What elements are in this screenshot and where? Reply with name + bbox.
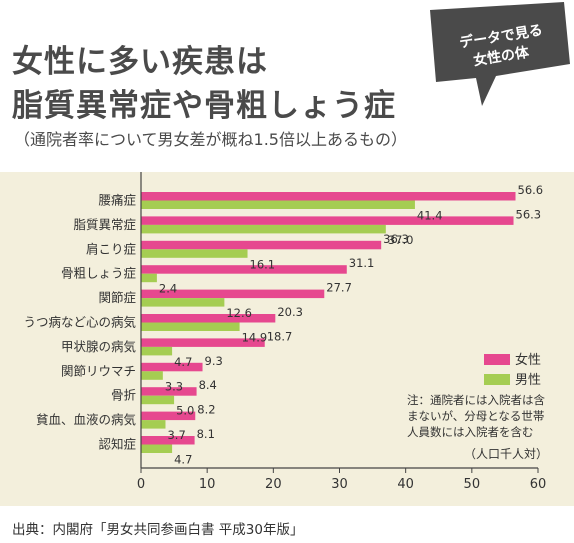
bar-male [141, 371, 163, 380]
x-tick-label: 60 [530, 477, 547, 492]
bar-male [141, 298, 225, 307]
x-tick-label: 0 [137, 477, 145, 492]
value-label-female: 36.3 [383, 232, 409, 246]
legend-label-male: 男性 [515, 373, 541, 388]
x-tick-label: 10 [199, 477, 216, 492]
chart-title-line2: 脂質異常症や骨粗しょう症 [12, 88, 396, 124]
bar-chart: 56.6 41.4 56.3 37.036.3 16.1 31.1 2.4 27.7 12.6 2… [0, 172, 574, 506]
category-label: 貧血、血液の病気 [36, 412, 136, 427]
x-tick-label: 20 [265, 477, 282, 492]
chart-title-line1: 女性に多い疾患は [12, 44, 268, 80]
value-label-male: 2.4 [159, 282, 177, 296]
bar-female [141, 387, 197, 396]
legend-swatch-female [484, 354, 510, 365]
bar-female [141, 240, 382, 250]
bar-male [141, 395, 175, 405]
bar-male [141, 346, 173, 356]
bar-female [141, 192, 516, 201]
note-line: まないが、分母となる世帯 [407, 409, 544, 423]
value-label-male: 5.0 [176, 404, 194, 418]
bar-male [141, 224, 386, 234]
bar-male [141, 420, 166, 429]
category-label: 甲状腺の病気 [61, 339, 136, 354]
value-label-female: 8.1 [197, 427, 215, 441]
value-label-male: 3.3 [165, 379, 183, 393]
legend-swatch-male [484, 374, 510, 385]
value-label-male: 12.6 [226, 306, 252, 320]
bar-female [141, 338, 265, 347]
value-label-female: 9.3 [205, 354, 223, 368]
value-label-female: 27.7 [326, 281, 352, 295]
bar-female [141, 289, 325, 299]
note-line: 注：通院者には入院者は含 [407, 393, 545, 407]
bar-male [141, 200, 415, 209]
chart-bars [141, 192, 516, 453]
source-citation: 出典：内閣府「男女共同参画白書 平成30年版」 [12, 522, 304, 538]
category-label: 腰痛症 [98, 193, 136, 208]
x-tick-label: 40 [397, 477, 414, 492]
value-label-male: 16.1 [250, 257, 276, 271]
value-label-female: 20.3 [277, 305, 303, 319]
value-label-male: 14.9 [242, 331, 268, 345]
x-tick-label: 50 [464, 477, 481, 492]
value-label-female: 56.6 [518, 183, 544, 197]
category-label: 認知症 [98, 437, 136, 452]
bar-male [141, 444, 173, 453]
legend-label-female: 女性 [515, 352, 541, 368]
value-label-male: 4.7 [174, 453, 192, 467]
bar-female [141, 314, 276, 323]
value-label-male: 41.4 [417, 209, 443, 223]
bar-female [141, 411, 196, 421]
value-label-female: 31.1 [349, 256, 375, 270]
value-label-male: 3.7 [167, 428, 185, 442]
value-label-female: 8.4 [199, 378, 217, 392]
value-label-female: 8.2 [197, 403, 215, 417]
value-label-female: 18.7 [267, 329, 293, 343]
value-label-female: 56.3 [516, 207, 542, 221]
bar-male [141, 322, 240, 331]
unit-label: （人口千人対） [464, 447, 548, 461]
chart-category-labels: 腰痛症脂質異常症肩こり症骨粗しょう症関節症うつ病など心の病気甲状腺の病気関節リウ… [23, 193, 136, 452]
category-label: 関節症 [98, 290, 136, 305]
x-tick-label: 30 [331, 477, 348, 492]
category-label: 肩こり症 [86, 241, 136, 256]
value-label-male: 37.0 [388, 233, 414, 247]
bar-female [141, 216, 514, 225]
bar-male [141, 249, 248, 258]
bar-female [141, 265, 347, 274]
chart-x-axis: 0 10 20 30 40 50 60 [137, 172, 546, 492]
category-label: 脂質異常症 [73, 217, 136, 232]
chart-value-labels: 56.6 41.4 56.3 37.036.3 16.1 31.1 2.4 27.7 12.6 2… [159, 183, 543, 467]
bar-female [141, 362, 203, 372]
note-line: 人員数には入院者を含む [407, 425, 534, 439]
value-label-male: 4.7 [174, 355, 192, 369]
speech-bubble-shape [430, 2, 570, 106]
speech-bubble-badge [430, 2, 570, 106]
chart-subtitle: （通院者率について男女差が概ね1.5倍以上あるもの） [14, 130, 407, 149]
category-label: 骨折 [111, 388, 136, 403]
bar-male [141, 273, 157, 283]
category-label: 関節リウマチ [61, 363, 136, 378]
category-label: 骨粗しょう症 [61, 266, 136, 281]
category-label: うつ病など心の病気 [23, 315, 136, 330]
bar-female [141, 436, 195, 445]
